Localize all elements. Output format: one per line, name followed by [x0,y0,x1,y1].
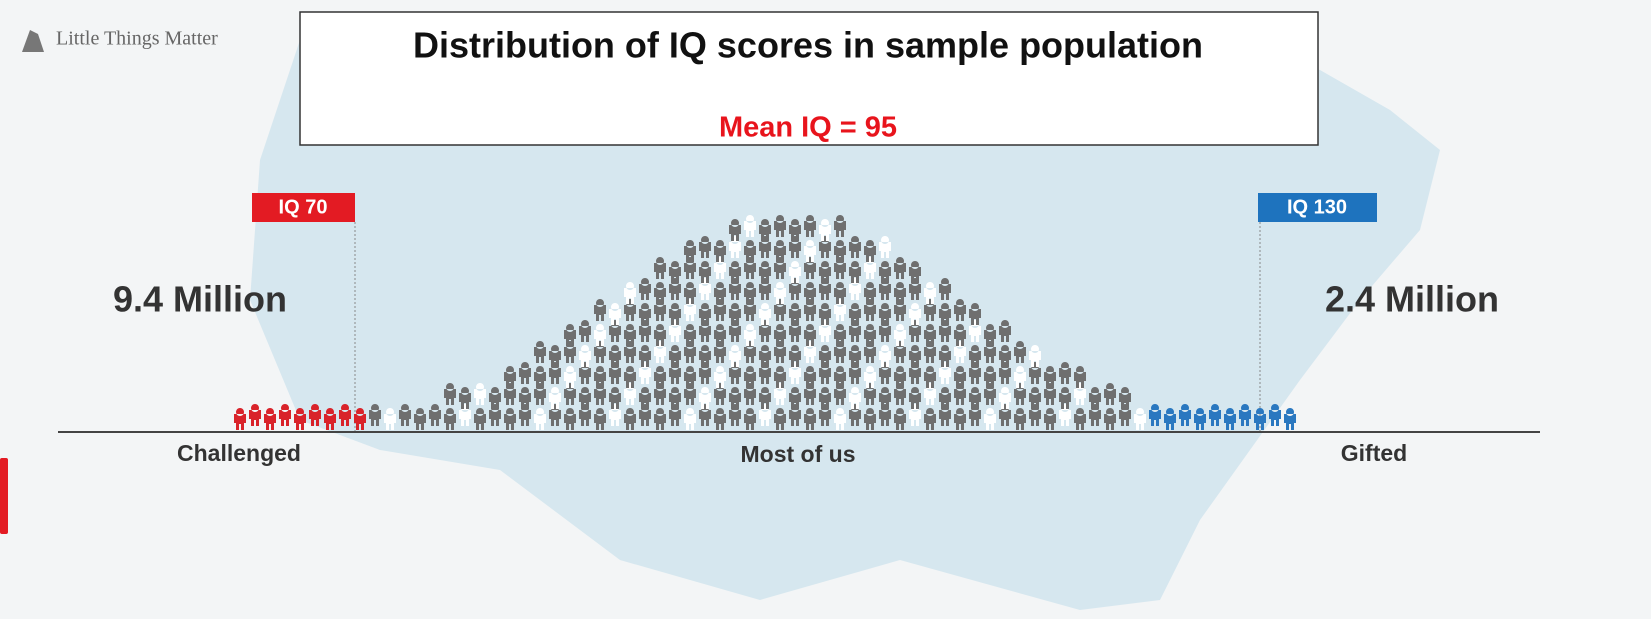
logo-text: Little Things Matter [56,28,218,50]
page: Little Things Matter Distribution of IQ … [0,0,1651,624]
infographic: Little Things Matter Distribution of IQ … [0,0,1651,619]
axis-label: Most of us [741,441,856,467]
count-label: 2.4 Million [1325,279,1499,320]
title: Distribution of IQ scores in sample popu… [413,25,1203,66]
edge-tab [0,458,8,534]
subtitle: Mean IQ = 95 [719,112,897,144]
axis-label: Gifted [1341,440,1407,466]
count-label: 9.4 Million [113,279,287,320]
marker-label: IQ 70 [279,196,328,218]
marker-label: IQ 130 [1287,196,1347,218]
axis-label: Challenged [177,440,301,466]
